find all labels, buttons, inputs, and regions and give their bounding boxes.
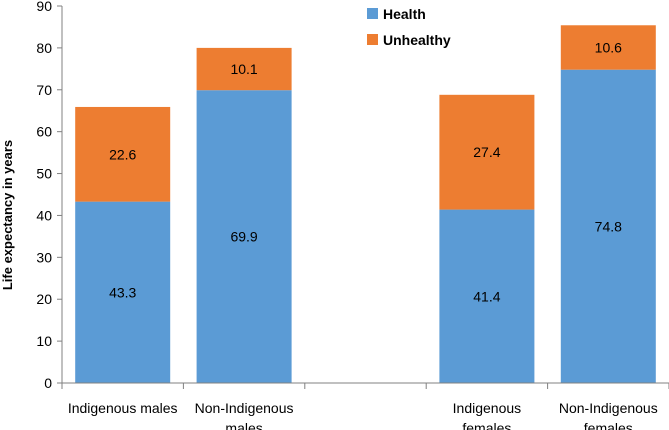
bar-segment-unhealthy — [439, 94, 535, 210]
y-tick-label: 30 — [36, 249, 52, 265]
legend: Health Unhealthy — [367, 6, 451, 48]
x-category-label: Non-Indigenous — [559, 400, 658, 416]
data-label: 27.4 — [473, 144, 500, 160]
bar-segment-health — [439, 209, 535, 383]
data-label: 41.4 — [473, 288, 500, 304]
legend-label-health: Health — [383, 6, 426, 22]
x-category-label: Non-Indigenous — [195, 400, 294, 416]
bar-segment-health — [560, 69, 656, 383]
bars — [75, 25, 656, 384]
legend-swatch-unhealthy — [367, 34, 378, 45]
y-axis: 0 10 20 30 40 50 60 70 80 90 — [36, 0, 63, 391]
data-label: 43.3 — [109, 284, 136, 300]
x-category-label: females — [462, 420, 511, 430]
y-tick-label: 90 — [36, 0, 52, 14]
legend-label-unhealthy: Unhealthy — [383, 32, 451, 48]
y-tick-label: 60 — [36, 124, 52, 140]
bar-segment-unhealthy — [75, 106, 171, 202]
data-label: 69.9 — [230, 229, 257, 245]
y-tick-label: 70 — [36, 82, 52, 98]
data-label: 22.6 — [109, 146, 136, 162]
data-labels: 43.3 22.6 69.9 10.1 41.4 27.4 74.8 10.6 — [109, 39, 622, 304]
bar-segment-unhealthy — [196, 47, 292, 91]
y-tick-label: 10 — [36, 333, 52, 349]
y-tick-label: 40 — [36, 207, 52, 223]
y-tick-label: 0 — [44, 375, 52, 391]
x-category-label: Indigenous — [453, 400, 522, 416]
legend-swatch-health — [367, 8, 378, 19]
y-tick-label: 50 — [36, 166, 52, 182]
data-label: 10.1 — [230, 61, 257, 77]
bar-segment-unhealthy — [560, 25, 656, 70]
x-category-label: Indigenous males — [68, 400, 178, 416]
y-tick-label: 20 — [36, 291, 52, 307]
y-axis-title: Life expectancy in years — [0, 140, 15, 290]
bar-segment-health — [196, 90, 292, 384]
x-category-label: females — [584, 420, 633, 430]
x-axis: Indigenous males Non-Indigenous males Indig… — [61, 382, 669, 430]
y-tick-label: 80 — [36, 40, 52, 56]
bar-segment-health — [75, 201, 171, 383]
data-label: 10.6 — [595, 39, 622, 55]
data-label: 74.8 — [595, 218, 622, 234]
x-category-label: males — [225, 420, 262, 430]
